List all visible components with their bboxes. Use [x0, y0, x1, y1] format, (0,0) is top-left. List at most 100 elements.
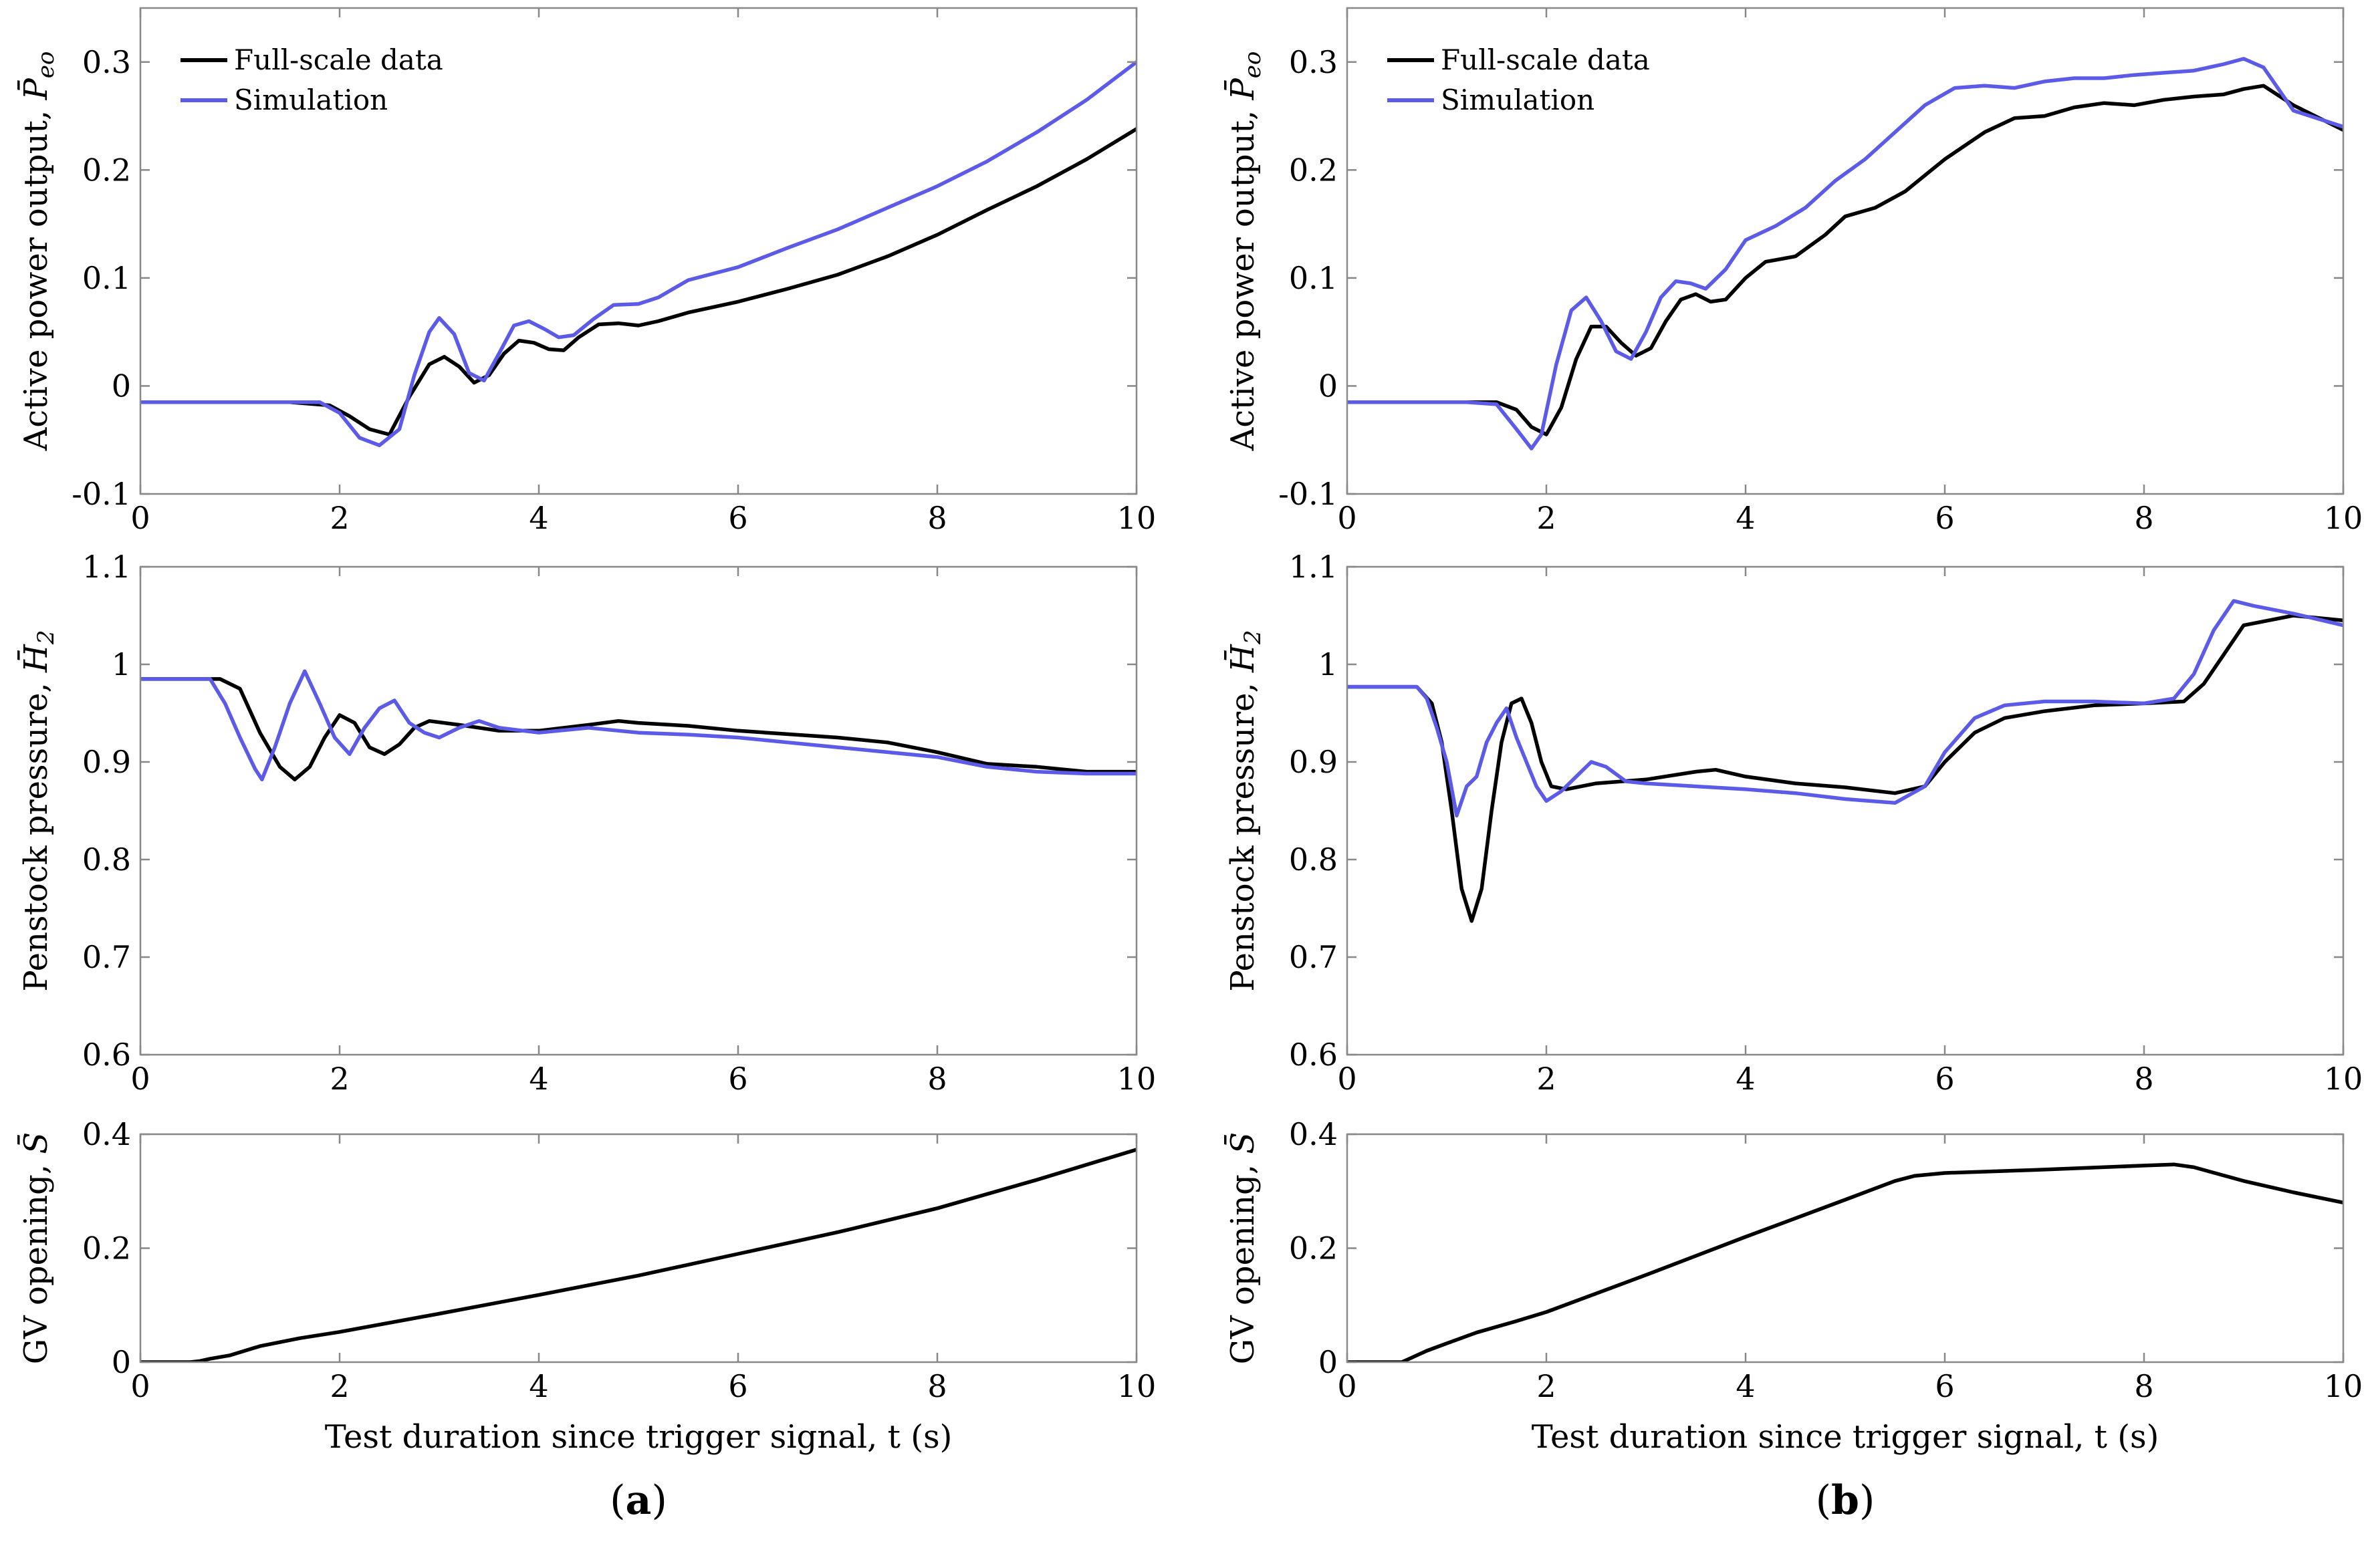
- panel-b-row1-x-tick-label: 0: [1337, 500, 1356, 536]
- panel-b-row2-series-full-scale-data: [1347, 614, 2343, 923]
- panel-label-close: ): [651, 1477, 667, 1524]
- panel-a-row1-y-tick-label: 0.1: [82, 260, 131, 296]
- panel-a-row3-y-axis-title: GV opening, S̄: [16, 1132, 55, 1365]
- panel-label-b: (b): [1816, 1477, 1875, 1524]
- panel-a-row3: 0 2 4 6 8 10 0 0.2 0.4 GV opening, S̄ Test duratio…: [16, 1116, 1156, 1456]
- panel-b-row2-x-tick-label: 4: [1736, 1061, 1755, 1097]
- panel-b-row3-y-tick-label: 0.4: [1289, 1116, 1338, 1152]
- panel-label-letter: a: [626, 1477, 652, 1524]
- panel-b-row2-x-tick-label: 6: [1935, 1061, 1954, 1097]
- panel-b-row2-y-tick-label: 0.9: [1289, 744, 1338, 780]
- panel-b-row2-y-tick-label: 0.6: [1289, 1037, 1338, 1073]
- panel-a-row1-x-tick-label: 2: [330, 500, 349, 536]
- panel-a-row1-y-tick-label: -0.1: [72, 476, 131, 512]
- panel-a-row2-y-axis-title-subscript: 2: [33, 630, 60, 645]
- panel-a-row3-y-tick-label: 0.2: [82, 1230, 131, 1267]
- panel-a-row3-x-tick-label: 10: [1117, 1368, 1157, 1404]
- panel-b-row2-y-tick-label: 1.1: [1289, 549, 1338, 585]
- panel-b-row1-series-simulation: [1347, 57, 2343, 450]
- panel-b-row3-series-gv-opening: [1347, 1162, 2343, 1362]
- panel-a-row2: 0 2 4 6 8 10 0.6 0.7 0.8 0.9 1 1.1 Penstock pressure…: [16, 549, 1156, 1097]
- panel-b-row2-y-axis-title-symbol: H̄: [1223, 644, 1262, 673]
- panel-b-row2-y-tick-label: 1: [1318, 646, 1338, 682]
- panel-a-row1-y-axis-title-symbol: P̄: [16, 78, 55, 101]
- panel-b-row3-x-tick-label: 0: [1337, 1368, 1356, 1404]
- panel-a-row2-frame: [139, 565, 1138, 1056]
- panel-a-row1-x-tick-label: 4: [529, 500, 548, 536]
- panel-b-row2-series-simulation: [1347, 599, 2343, 818]
- panel-a-row2-x-tick-label: 8: [927, 1061, 947, 1097]
- panel-b-row2-x-tick-label: 2: [1536, 1061, 1556, 1097]
- panel-a-row3-y-axis-title-text: GV opening,: [17, 1154, 55, 1365]
- panel-a-row2-y-tick-label: 1.1: [82, 549, 131, 585]
- panel-b-row2-y-axis-title-subscript: 2: [1239, 630, 1266, 645]
- panel-a-row2-x-tick-label: 4: [529, 1061, 548, 1097]
- panel-a-row1-legend-label-full-scale-data: Full-scale data: [234, 43, 443, 76]
- panel-a-row2-y-axis-title-text: Penstock pressure,: [17, 672, 55, 992]
- panel-a-row2-y-tick-label: 0.8: [82, 841, 131, 878]
- panel-a-row1-x-tick-label: 8: [927, 500, 947, 536]
- panel-b-row1-x-tick-label: 6: [1935, 500, 1954, 536]
- panel-a-row3-x-tick-label: 6: [728, 1368, 747, 1404]
- panel-b-row2-x-tick-label: 10: [2324, 1061, 2363, 1097]
- panel-a-row3-x-axis-title: Test duration since trigger signal, t (s…: [325, 1418, 953, 1456]
- panel-a-row2-y-axis-title: Penstock pressure, H̄2: [16, 630, 60, 991]
- panel-b-row1-legend-label-full-scale-data: Full-scale data: [1441, 43, 1650, 76]
- panel-b-row1-legend: Full-scale data Simulation: [1387, 43, 1650, 116]
- panel-b-row3-y-axis-title: GV opening, S̄: [1223, 1132, 1262, 1365]
- panel-b-row1-legend-label-simulation: Simulation: [1441, 84, 1594, 116]
- panel-a-row3-series-gv-opening: [140, 1148, 1137, 1362]
- panel-b-row1-y-axis-title-text: Active power output,: [1224, 100, 1262, 452]
- panel-a-row3-x-tick-label: 2: [330, 1368, 349, 1404]
- panel-b-row2-x-tick-label: 8: [2134, 1061, 2153, 1097]
- panel-a-row3-x-tick-label: 8: [927, 1368, 947, 1404]
- panel-b-row1-frame: [1346, 7, 2345, 495]
- panel-b-row1-y-tick-label: 0.2: [1289, 152, 1338, 188]
- panel-b-row1-x-tick-label: 8: [2134, 500, 2153, 536]
- panel-a-row1-y-tick-label: 0.2: [82, 152, 131, 188]
- panel-b-row2-x-tick-label: 0: [1337, 1061, 1356, 1097]
- panel-a-row2-x-tick-label: 6: [728, 1061, 747, 1097]
- panel-a-row1-y-tick-label: 0.3: [82, 44, 131, 80]
- panel-label-letter: b: [1831, 1477, 1859, 1524]
- panel-a-row1-series-full-scale-data: [140, 127, 1137, 436]
- panel-b-row1-y-axis-title-subscript: eo: [1239, 51, 1266, 79]
- panel-a-row1-y-axis-title-subscript: eo: [33, 51, 60, 79]
- panel-a-row3-y-tick-label: 0: [112, 1344, 131, 1380]
- panel-b-row2-y-tick-label: 0.8: [1289, 841, 1338, 878]
- panel-a-row2-y-tick-label: 0.7: [82, 939, 131, 975]
- panel-a-row2-y-tick-label: 1: [112, 646, 131, 682]
- panel-a-row3-x-tick-label: 4: [529, 1368, 548, 1404]
- panel-b-row1-y-tick-label: -0.1: [1278, 476, 1338, 512]
- panel-b-row1-x-tick-label: 10: [2324, 500, 2363, 536]
- panel-a-row1-frame: [139, 7, 1138, 495]
- panel-a-row2-x-tick-label: 0: [130, 1061, 150, 1097]
- panel-a-row1-x-tick-label: 0: [130, 500, 150, 536]
- panel-b-row3-x-tick-label: 8: [2134, 1368, 2153, 1404]
- panel-b-row1-y-tick-label: 0.3: [1289, 44, 1338, 80]
- panel-a-row3-y-tick-label: 0.4: [82, 1116, 131, 1152]
- panel-b-row1-y-tick-label: 0.1: [1289, 260, 1338, 296]
- panel-a-row2-series-full-scale-data: [140, 677, 1137, 782]
- panel-a-row2-y-tick-label: 0.9: [82, 744, 131, 780]
- panel-b-row3-x-tick-label: 2: [1536, 1368, 1556, 1404]
- panel-b-row1-x-ticks: 0 2 4 6 8 10-0.100.10.20.3: [1278, 8, 2363, 536]
- panel-b-row3-x-tick-label: 4: [1736, 1368, 1755, 1404]
- panel-a-row1-y-axis-title-text: Active power output,: [17, 100, 55, 452]
- panel-a-row1-x-tick-label: 6: [728, 500, 747, 536]
- panel-a-row2-x-tick-label: 2: [330, 1061, 349, 1097]
- panel-b-row3-y-tick-label: 0.2: [1289, 1230, 1338, 1267]
- panel-b-row3-x-tick-label: 10: [2324, 1368, 2363, 1404]
- panel-b-row3-y-axis-title-symbol: S̄: [1223, 1132, 1262, 1154]
- panel-b-row1-x-tick-label: 4: [1736, 500, 1755, 536]
- panel-b-row1-series-full-scale-data: [1347, 84, 2343, 436]
- panel-a-row1-x-ticks: 0 2 4 6 8 10-0.100.10.20.3: [72, 8, 1156, 536]
- panel-a-row1-y-axis-title: Active power output, P̄eo: [16, 51, 60, 452]
- panel-b-row3-x-tick-label: 6: [1935, 1368, 1954, 1404]
- panel-b-row1-y-tick-label: 0: [1318, 368, 1338, 404]
- panel-a-row3-y-axis-title-symbol: S̄: [16, 1132, 55, 1154]
- panel-b-row2-y-axis-title-text: Penstock pressure,: [1224, 672, 1262, 992]
